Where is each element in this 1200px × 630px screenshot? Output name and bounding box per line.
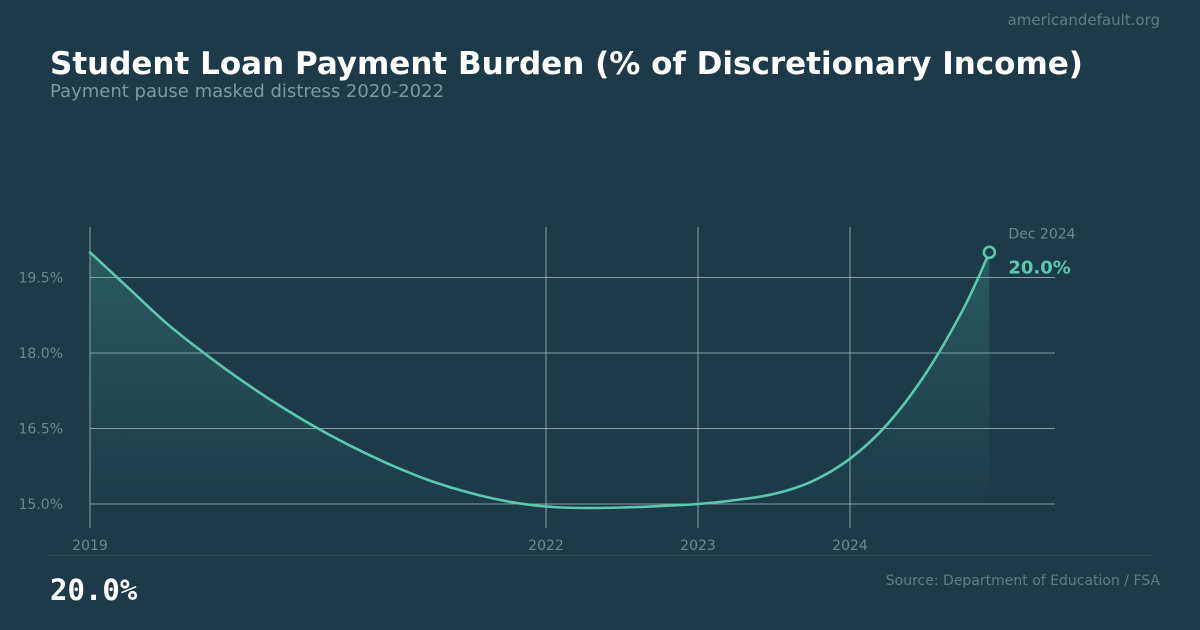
x-tick-label: 2024 — [832, 538, 868, 554]
x-tick-label: 2022 — [528, 538, 564, 554]
axis-ticks: 15.0% 16.5% 18.0% 19.5% 2019 2022 2023 2024 — [19, 271, 868, 555]
site-name[interactable]: americandefault.org — [1007, 11, 1160, 29]
headline-value: 20.0% — [50, 573, 138, 607]
y-tick-label: 15.0% — [19, 497, 63, 513]
x-tick-label: 2023 — [680, 538, 716, 554]
series-path — [88, 251, 991, 510]
series-line — [88, 251, 991, 510]
area-shape — [90, 252, 990, 509]
end-point-marker — [982, 245, 997, 260]
chart-title: Student Loan Payment Burden (% of Discre… — [50, 46, 1083, 82]
footer-divider — [50, 555, 1150, 556]
source-note: Source: Department of Education / FSA — [885, 573, 1160, 589]
annotation-date: Dec 2024 — [1008, 226, 1075, 242]
end-annotation: Dec 2024 20.0% — [982, 226, 1076, 278]
y-tick-label: 18.0% — [19, 346, 63, 362]
annotation-value: 20.0% — [1008, 257, 1070, 278]
x-tick-label: 2019 — [72, 538, 108, 554]
y-tick-label: 16.5% — [19, 422, 63, 438]
area-fill — [90, 252, 990, 509]
y-tick-label: 19.5% — [19, 271, 63, 287]
chart-subtitle: Payment pause masked distress 2020-2022 — [50, 81, 445, 102]
